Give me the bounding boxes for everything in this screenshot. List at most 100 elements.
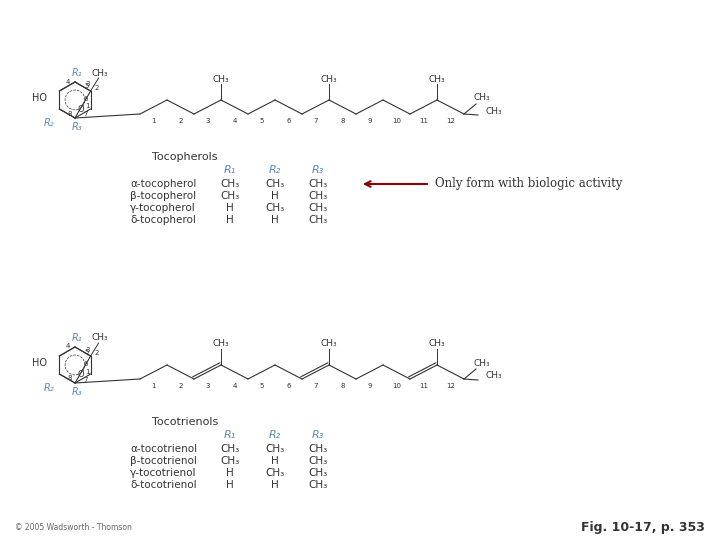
- Text: 11: 11: [419, 383, 428, 389]
- Text: CH₃: CH₃: [91, 334, 108, 342]
- Text: CH₃: CH₃: [308, 468, 328, 478]
- Text: O: O: [78, 105, 84, 114]
- Text: H: H: [226, 203, 234, 213]
- Text: 10: 10: [392, 383, 401, 389]
- Text: CH₃: CH₃: [474, 359, 490, 368]
- Text: R₁: R₁: [224, 430, 236, 440]
- Text: 6: 6: [84, 361, 88, 367]
- Text: R₁: R₁: [224, 165, 236, 175]
- Text: 7: 7: [313, 383, 318, 389]
- Text: 4: 4: [233, 383, 237, 389]
- Text: 5: 5: [259, 118, 264, 124]
- Text: 8: 8: [68, 111, 73, 117]
- Text: H: H: [226, 468, 234, 478]
- Text: 6: 6: [84, 96, 88, 102]
- Text: γ-tocopherol: γ-tocopherol: [130, 203, 196, 213]
- Text: 8: 8: [68, 375, 73, 381]
- Text: β-tocopherol: β-tocopherol: [130, 191, 196, 201]
- Text: R₃: R₃: [312, 165, 324, 175]
- Text: 10: 10: [392, 118, 401, 124]
- Text: CH₃: CH₃: [91, 69, 108, 78]
- Text: CH₃: CH₃: [486, 372, 503, 381]
- Text: CH₃: CH₃: [266, 179, 284, 189]
- Text: R₁: R₁: [72, 333, 82, 343]
- Text: R₂: R₂: [269, 430, 281, 440]
- Text: CH₃: CH₃: [308, 203, 328, 213]
- Text: 11: 11: [419, 118, 428, 124]
- Text: α-tocopherol: α-tocopherol: [130, 179, 197, 189]
- Text: 3: 3: [205, 118, 210, 124]
- Text: 3: 3: [205, 383, 210, 389]
- Text: 3: 3: [86, 82, 90, 87]
- Text: γ-tocotrienol: γ-tocotrienol: [130, 468, 197, 478]
- Text: 4: 4: [66, 343, 71, 349]
- Text: H: H: [271, 215, 279, 225]
- Text: CH₃: CH₃: [212, 75, 229, 84]
- Text: 5: 5: [259, 383, 264, 389]
- Text: H: H: [271, 456, 279, 466]
- Text: CH₃: CH₃: [320, 340, 337, 348]
- Text: R₂: R₂: [44, 118, 54, 128]
- Text: H: H: [271, 191, 279, 201]
- Text: Only form with biologic activity: Only form with biologic activity: [435, 178, 622, 191]
- Text: 7: 7: [313, 118, 318, 124]
- Text: 8: 8: [341, 383, 345, 389]
- Text: CH₃: CH₃: [220, 456, 240, 466]
- Text: CH₃: CH₃: [220, 179, 240, 189]
- Text: α-tocotrienol: α-tocotrienol: [130, 444, 197, 454]
- Text: 5: 5: [85, 84, 89, 90]
- Text: CH₃: CH₃: [486, 106, 503, 116]
- Text: 4: 4: [66, 78, 71, 84]
- Text: CH₃: CH₃: [308, 215, 328, 225]
- Text: 8: 8: [341, 118, 345, 124]
- Text: CH₃: CH₃: [266, 203, 284, 213]
- Text: HO: HO: [32, 93, 47, 103]
- Text: CH₃: CH₃: [220, 444, 240, 454]
- Text: O: O: [78, 370, 84, 379]
- Text: β-tocotrienol: β-tocotrienol: [130, 456, 197, 466]
- Text: R₃: R₃: [72, 122, 82, 132]
- Text: 2: 2: [94, 350, 99, 356]
- Text: 2: 2: [179, 118, 183, 124]
- Text: CH₃: CH₃: [308, 456, 328, 466]
- Text: 1: 1: [151, 118, 156, 124]
- Text: 9: 9: [367, 118, 372, 124]
- Text: 3: 3: [86, 347, 90, 353]
- Text: CH₃: CH₃: [308, 179, 328, 189]
- Text: 7: 7: [84, 376, 88, 382]
- Text: R₃: R₃: [72, 387, 82, 397]
- Text: δ-tocotrienol: δ-tocotrienol: [130, 480, 197, 490]
- Text: δ-tocopherol: δ-tocopherol: [130, 215, 196, 225]
- Text: R₁: R₁: [72, 68, 82, 78]
- Text: 2: 2: [179, 383, 183, 389]
- Text: 5: 5: [85, 348, 89, 354]
- Text: HO: HO: [32, 358, 47, 368]
- Text: 6: 6: [287, 383, 291, 389]
- Text: Tocopherols: Tocopherols: [152, 152, 217, 162]
- Text: 9: 9: [367, 383, 372, 389]
- Text: Tocotrienols: Tocotrienols: [152, 417, 218, 427]
- Text: CH₃: CH₃: [320, 75, 337, 84]
- Text: 6: 6: [287, 118, 291, 124]
- Text: CH₃: CH₃: [266, 444, 284, 454]
- Text: © 2005 Wadsworth - Thomson: © 2005 Wadsworth - Thomson: [15, 523, 132, 531]
- Text: R₂: R₂: [44, 383, 54, 393]
- Text: R₃: R₃: [312, 430, 324, 440]
- Text: 7: 7: [84, 111, 88, 118]
- Text: 2: 2: [94, 85, 99, 91]
- Text: 1: 1: [86, 104, 90, 110]
- Text: CH₃: CH₃: [266, 468, 284, 478]
- Text: CH₃: CH₃: [308, 444, 328, 454]
- Text: CH₃: CH₃: [474, 93, 490, 103]
- Text: 4: 4: [233, 118, 237, 124]
- Text: CH₃: CH₃: [428, 75, 445, 84]
- Text: CH₃: CH₃: [212, 340, 229, 348]
- Text: CH₃: CH₃: [220, 191, 240, 201]
- Text: 1: 1: [86, 368, 90, 375]
- Text: R₂: R₂: [269, 165, 281, 175]
- Text: H: H: [226, 215, 234, 225]
- Text: CH₃: CH₃: [308, 480, 328, 490]
- Text: Fig. 10-17, p. 353: Fig. 10-17, p. 353: [581, 521, 705, 534]
- Text: 1: 1: [151, 383, 156, 389]
- Text: 12: 12: [446, 383, 455, 389]
